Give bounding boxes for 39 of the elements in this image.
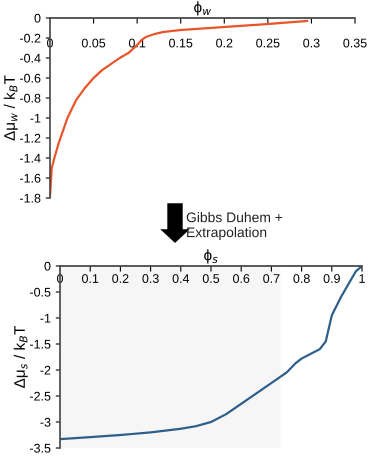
y-tick-label: -0.4	[20, 54, 41, 63]
y-tick-label: -1.2	[20, 134, 40, 143]
x-tick-label: 0.35	[343, 38, 367, 48]
y-tick-label: -1	[30, 114, 40, 123]
x-axis-title: ϕ$_{w}$	[194, 1, 212, 16]
x-tick-label: 0.05	[82, 38, 106, 48]
y-axis-title: Δμ$_{w}$ / k$_{B}$T	[4, 75, 18, 141]
x-axis-title: ϕ$_{s}$	[204, 249, 218, 264]
y-tick-label: -0.8	[20, 94, 40, 103]
x-tick-label: 0.6	[233, 274, 250, 283]
y-tick-label: -3.5	[30, 444, 50, 453]
y-tick-label: -1	[40, 314, 50, 323]
y-tick-label: -1.8	[20, 194, 40, 203]
x-tick-label: 0.15	[169, 38, 192, 48]
x-tick-label: 0.7	[263, 274, 280, 283]
y-tick-label: -0.2	[20, 34, 40, 43]
x-tick-label: 0.2	[112, 274, 128, 283]
y-tick-label: -3	[40, 418, 50, 427]
y-axis-title: Δμ$_{s}$ / k$_{B}$T	[14, 326, 28, 388]
y-tick-label: -0.5	[30, 288, 50, 297]
text: Gibbs Duhem + Extrapolation	[186, 212, 282, 240]
y-tick-label: -2	[40, 366, 50, 375]
x-tick-label: 0.25	[256, 38, 280, 48]
y-tick-label: -0.6	[20, 74, 40, 83]
x-tick-label: 0.8	[293, 274, 310, 283]
y-tick-label: -1.5	[30, 340, 50, 349]
y-tick-label: 0	[44, 262, 50, 271]
y-tick-label: -1.4	[20, 154, 41, 163]
y-tick-label: 0	[34, 14, 40, 23]
x-tick-label: 1	[359, 274, 365, 283]
x-tick-label: 0.9	[324, 274, 340, 283]
x-tick-label: 0.2	[216, 38, 232, 48]
x-tick-label: 0.3	[303, 38, 320, 48]
y-tick-label: -1.6	[20, 174, 40, 183]
x-tick-label: 0.1	[82, 274, 98, 283]
x-tick-label: 0.4	[172, 274, 190, 283]
x-tick-label: 0.5	[202, 274, 220, 283]
y-tick-label: -2.5	[30, 392, 50, 401]
x-tick-label: 0.3	[142, 274, 159, 283]
